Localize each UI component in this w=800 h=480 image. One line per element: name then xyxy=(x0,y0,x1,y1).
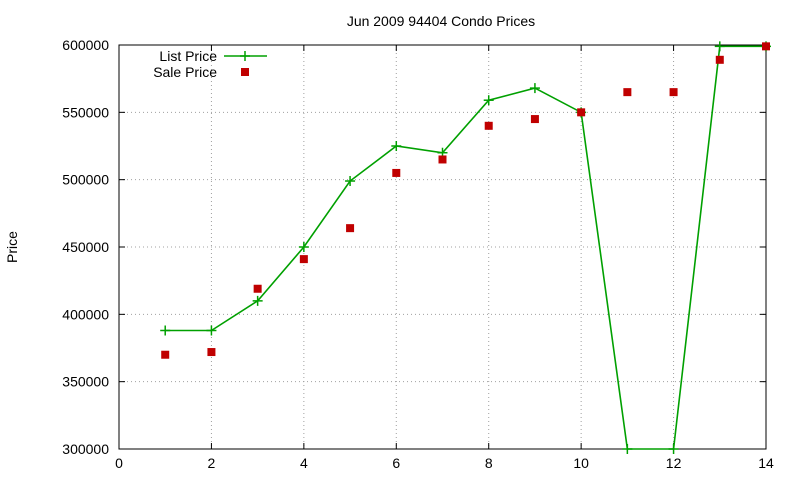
y-tick-label: 550000 xyxy=(62,104,109,120)
y-tick-label: 600000 xyxy=(62,37,109,53)
chart-title: Jun 2009 94404 Condo Prices xyxy=(347,13,535,29)
data-point xyxy=(392,168,401,177)
data-point xyxy=(762,42,770,51)
y-tick-label: 500000 xyxy=(62,172,109,188)
data-point xyxy=(391,141,402,151)
data-point xyxy=(623,88,632,97)
data-point xyxy=(668,444,679,454)
y-tick-label: 450000 xyxy=(62,239,109,255)
data-point xyxy=(622,444,633,454)
y-tick-label: 350000 xyxy=(62,374,109,390)
y-tick-labels: 300000 350000 400000 450000 500000 550000 6000… xyxy=(62,37,109,457)
data-point xyxy=(207,348,216,357)
data-point xyxy=(345,176,356,187)
data-point xyxy=(577,108,586,117)
x-tick-label: 14 xyxy=(758,455,774,471)
series-sale-price xyxy=(161,42,770,359)
legend-label: List Price xyxy=(159,48,217,64)
y-tick-label: 400000 xyxy=(62,306,109,322)
legend-marker xyxy=(241,68,249,76)
data-point xyxy=(669,88,678,97)
data-point xyxy=(483,95,494,106)
axis-ticks xyxy=(118,44,767,450)
legend-label: Sale Price xyxy=(153,64,217,80)
data-point xyxy=(530,115,539,124)
series-layer xyxy=(160,41,771,454)
x-tick-labels: 0 2 4 6 8 10 12 14 xyxy=(115,455,774,471)
x-tick-label: 12 xyxy=(666,455,682,471)
data-point xyxy=(529,83,540,94)
grid-lines xyxy=(119,45,766,449)
data-point xyxy=(298,242,309,252)
y-axis-label: Price xyxy=(4,231,20,263)
data-point xyxy=(715,55,724,64)
data-point xyxy=(299,255,308,264)
x-tick-label: 10 xyxy=(573,455,589,471)
data-point xyxy=(253,284,262,293)
data-point xyxy=(252,295,263,306)
x-tick-label: 8 xyxy=(485,455,493,471)
series-list-price xyxy=(160,41,771,454)
data-point xyxy=(484,121,493,130)
y-tick-label: 300000 xyxy=(62,441,109,457)
data-point xyxy=(714,41,725,52)
plot-frame xyxy=(118,44,767,450)
legend-marker xyxy=(240,51,250,61)
data-point xyxy=(438,155,447,164)
data-point xyxy=(160,325,171,336)
series-line xyxy=(165,45,766,450)
data-point xyxy=(206,325,217,336)
x-tick-label: 4 xyxy=(300,455,308,471)
data-point xyxy=(161,350,170,359)
x-tick-label: 0 xyxy=(115,455,123,471)
x-tick-label: 2 xyxy=(208,455,216,471)
data-point xyxy=(346,224,355,233)
x-tick-label: 6 xyxy=(392,455,400,471)
